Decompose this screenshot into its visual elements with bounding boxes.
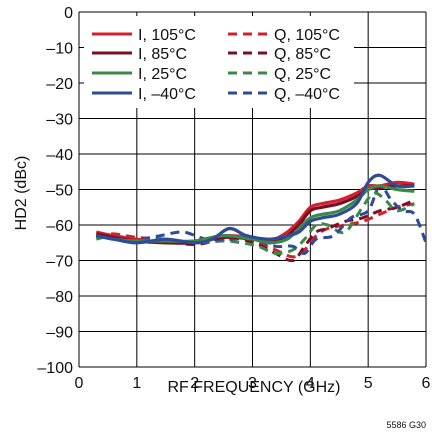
legend: I, 105°C I, 85°C I, 25°C I, –40°C Q, 105°C Q,… xyxy=(84,16,354,108)
series-layer xyxy=(95,173,426,263)
y-tick-label: –100 xyxy=(37,360,73,377)
legend-label: I, 105°C xyxy=(138,27,196,44)
x-tick-label: 5 xyxy=(364,375,373,392)
legend-label: I, 25°C xyxy=(138,66,187,83)
y-tick-label: –10 xyxy=(46,41,73,58)
figure-id: 5586 G30 xyxy=(386,420,426,430)
y-tick-label: –90 xyxy=(46,325,73,342)
x-tick-label: 0 xyxy=(75,375,84,392)
y-tick-label: –70 xyxy=(46,254,73,271)
series-line-i-40-c xyxy=(96,173,415,245)
legend-label: I, 85°C xyxy=(138,46,187,63)
legend-label: Q, 105°C xyxy=(274,27,340,44)
series-line-q-25-c xyxy=(95,191,416,256)
y-tick-label: –60 xyxy=(46,218,73,235)
x-tick-label: 4 xyxy=(306,375,315,392)
y-tick-label: –30 xyxy=(46,112,73,129)
x-tick-label: 6 xyxy=(422,375,431,392)
y-tick-label: –40 xyxy=(46,147,73,164)
y-axis-label: HD2 (dBc) xyxy=(13,156,30,231)
x-tick-label: 2 xyxy=(190,375,199,392)
y-tick-label: –80 xyxy=(46,289,73,306)
y-tick-label: –50 xyxy=(46,183,73,200)
x-tick-label: 3 xyxy=(248,375,257,392)
x-axis-label: RF FREQUENCY (GHz) xyxy=(167,379,340,396)
legend-label: Q, 85°C xyxy=(274,46,331,63)
series-line-q-40-c xyxy=(96,184,426,255)
y-tick-label: 0 xyxy=(64,5,73,22)
x-tick-label: 1 xyxy=(132,375,141,392)
y-tick-label: –20 xyxy=(46,76,73,93)
legend-label: Q, 25°C xyxy=(274,66,331,83)
legend-label: Q, –40°C xyxy=(274,86,340,103)
legend-label: I, –40°C xyxy=(138,86,196,103)
tick-labels: 0 1 2 3 4 5 6 0 –10 –20 –30 –40 –50 –60 –70 –80 –90 –100 xyxy=(37,5,430,392)
